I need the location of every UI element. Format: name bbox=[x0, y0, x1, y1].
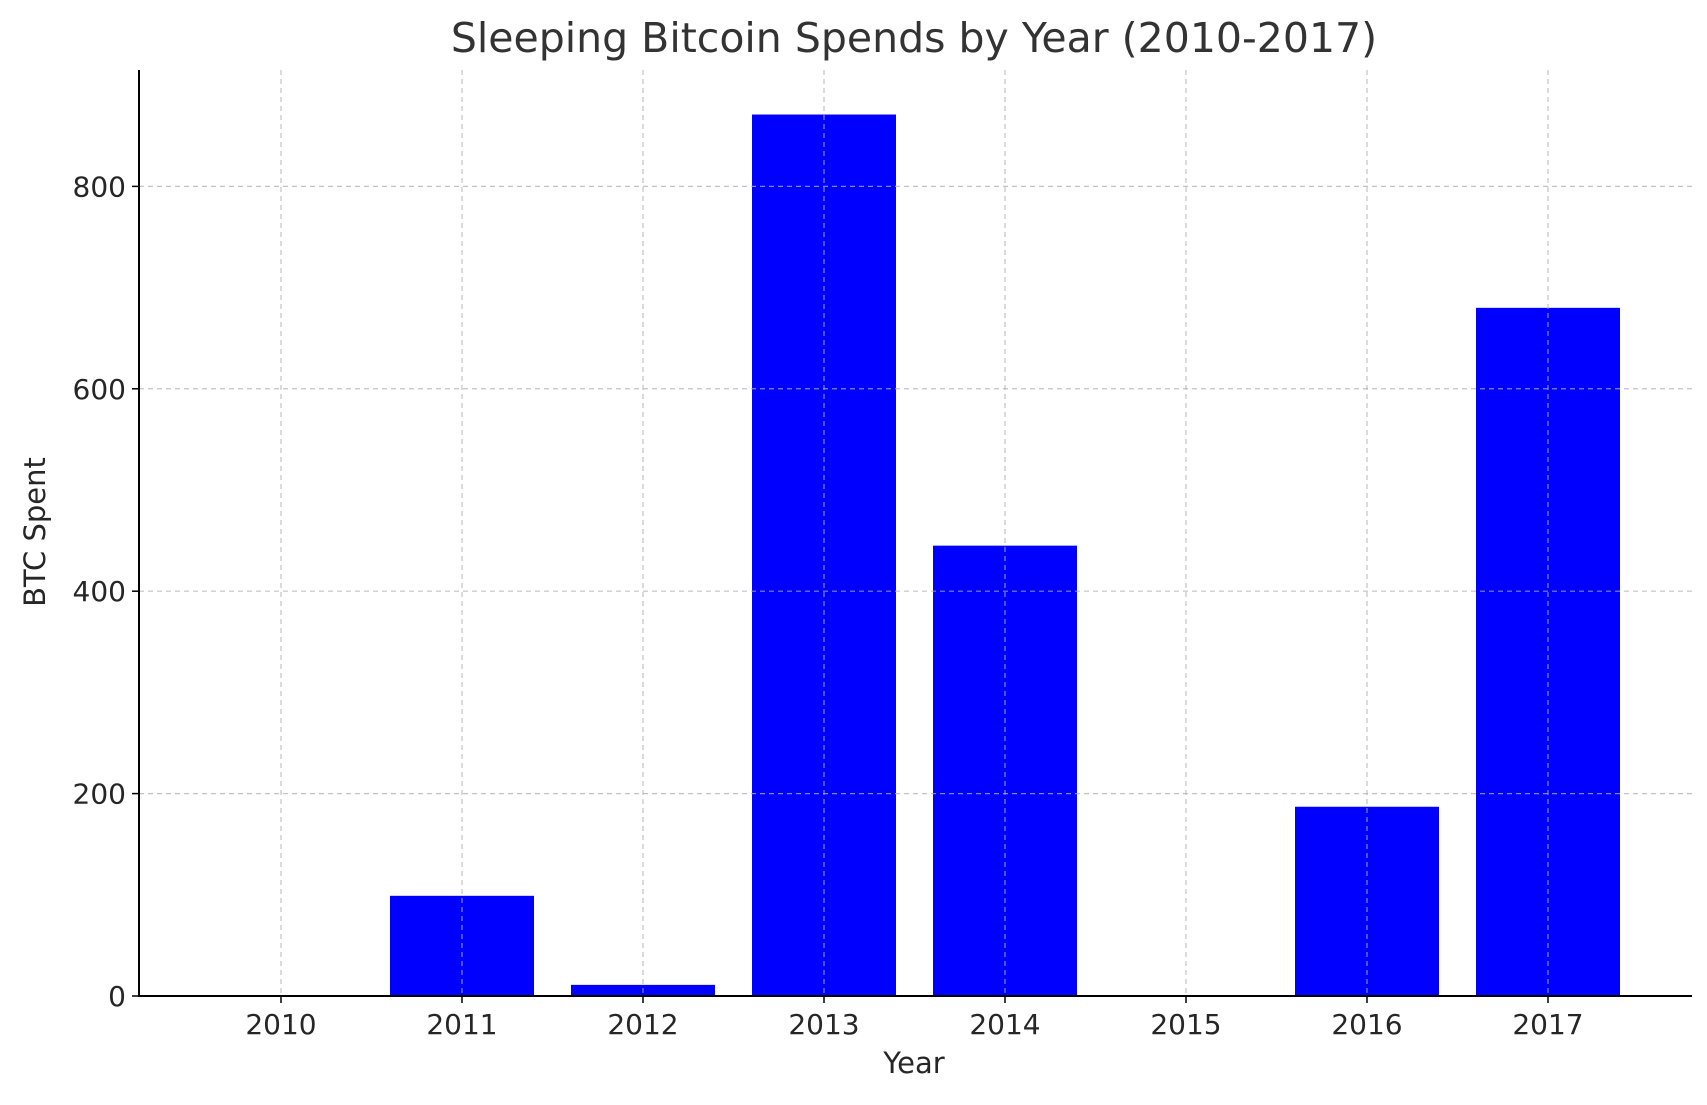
x-tick-label: 2016 bbox=[1331, 1008, 1402, 1041]
x-tick-label: 2012 bbox=[607, 1008, 678, 1041]
x-tick-label: 2014 bbox=[969, 1008, 1040, 1041]
x-tick-label: 2011 bbox=[426, 1008, 497, 1041]
y-axis-title: BTC Spent bbox=[18, 457, 52, 607]
x-tick-label: 2017 bbox=[1512, 1008, 1583, 1041]
y-tick-label: 200 bbox=[73, 778, 126, 811]
tick-labels: 0 200 400 600 800 2010 2011 2012 2013 2014 2015 201… bbox=[73, 170, 1584, 1041]
y-tick-label: 600 bbox=[73, 373, 126, 406]
chart-title: Sleeping Bitcoin Spends by Year (2010-20… bbox=[451, 14, 1377, 62]
y-tick-label: 400 bbox=[73, 575, 126, 608]
x-tick-label: 2015 bbox=[1150, 1008, 1221, 1041]
x-tick-label: 2013 bbox=[788, 1008, 859, 1041]
y-tick-label: 800 bbox=[73, 170, 126, 203]
x-tick-label: 2010 bbox=[245, 1008, 316, 1041]
y-tick-label: 0 bbox=[108, 980, 126, 1013]
axes bbox=[138, 70, 1692, 997]
grid-lines bbox=[139, 70, 1692, 996]
x-axis-title: Year bbox=[882, 1046, 944, 1080]
